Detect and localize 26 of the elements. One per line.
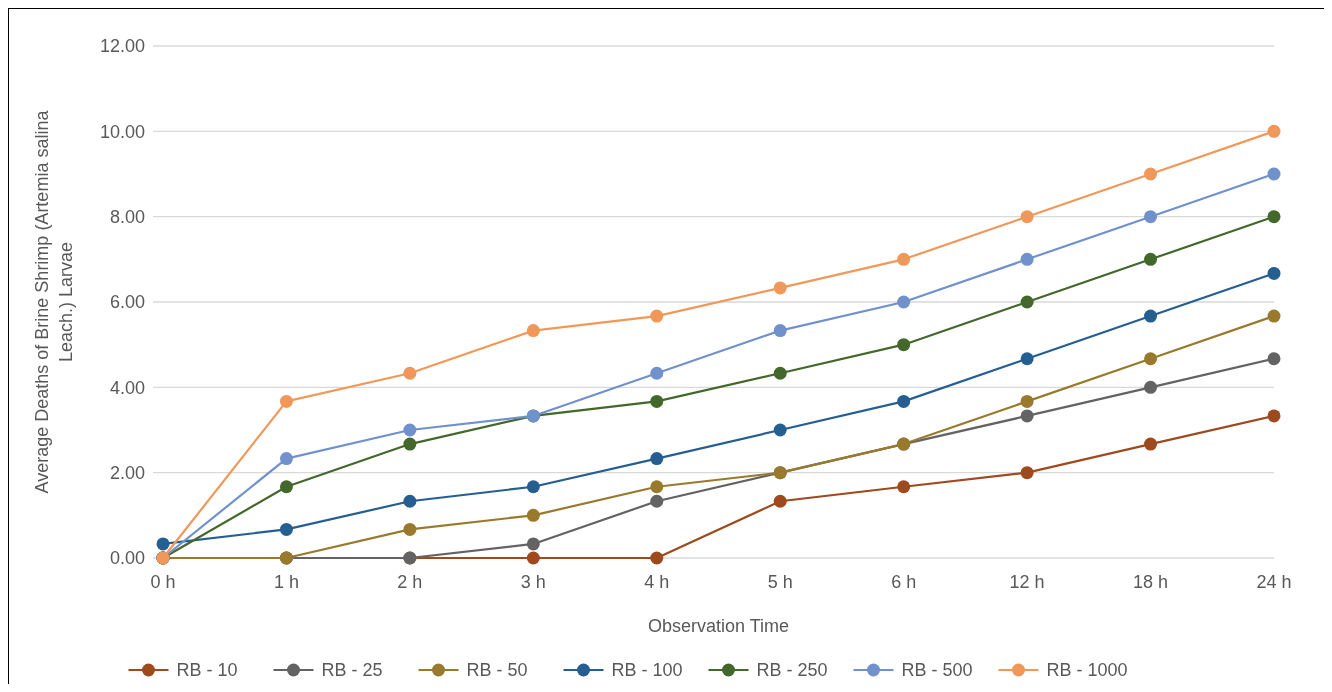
x-tick-label: 3 h bbox=[520, 572, 546, 592]
x-tick-label: 2 h bbox=[397, 572, 423, 592]
y-tick-label: 2.00 bbox=[109, 462, 145, 483]
legend-label: RB - 100 bbox=[611, 660, 683, 681]
x-tick-label: 6 h bbox=[891, 572, 917, 592]
y-tick-label: 0.00 bbox=[109, 548, 145, 569]
y-tick-label: 12.00 bbox=[99, 36, 145, 57]
x-tick-label: 18 h bbox=[1133, 572, 1169, 592]
legend-label: RB - 50 bbox=[466, 660, 528, 681]
legend-label: RB - 25 bbox=[321, 660, 383, 681]
y-axis-title: Average Deaths of Brine Shrimp (Artemia salina Leach.) Larvae bbox=[32, 109, 76, 494]
y-tick-label: 8.00 bbox=[109, 206, 145, 227]
x-tick-label: 24 h bbox=[1256, 572, 1292, 592]
legend-label: RB - 1000 bbox=[1046, 660, 1128, 681]
x-tick-label: 5 h bbox=[767, 572, 793, 592]
x-tick-label: 12 h bbox=[1009, 572, 1045, 592]
y-tick-label: 4.00 bbox=[109, 377, 145, 398]
x-tick-label: 1 h bbox=[273, 572, 299, 592]
x-tick-label: 0 h bbox=[150, 572, 176, 592]
legend-label: RB - 10 bbox=[176, 660, 238, 681]
y-tick-label: 6.00 bbox=[109, 292, 145, 313]
y-tick-label: 10.00 bbox=[99, 121, 145, 142]
legend-label: RB - 500 bbox=[901, 660, 973, 681]
x-axis-title: Observation Time bbox=[647, 616, 790, 636]
x-tick-label: 4 h bbox=[644, 572, 670, 592]
legend-label: RB - 250 bbox=[756, 660, 828, 681]
